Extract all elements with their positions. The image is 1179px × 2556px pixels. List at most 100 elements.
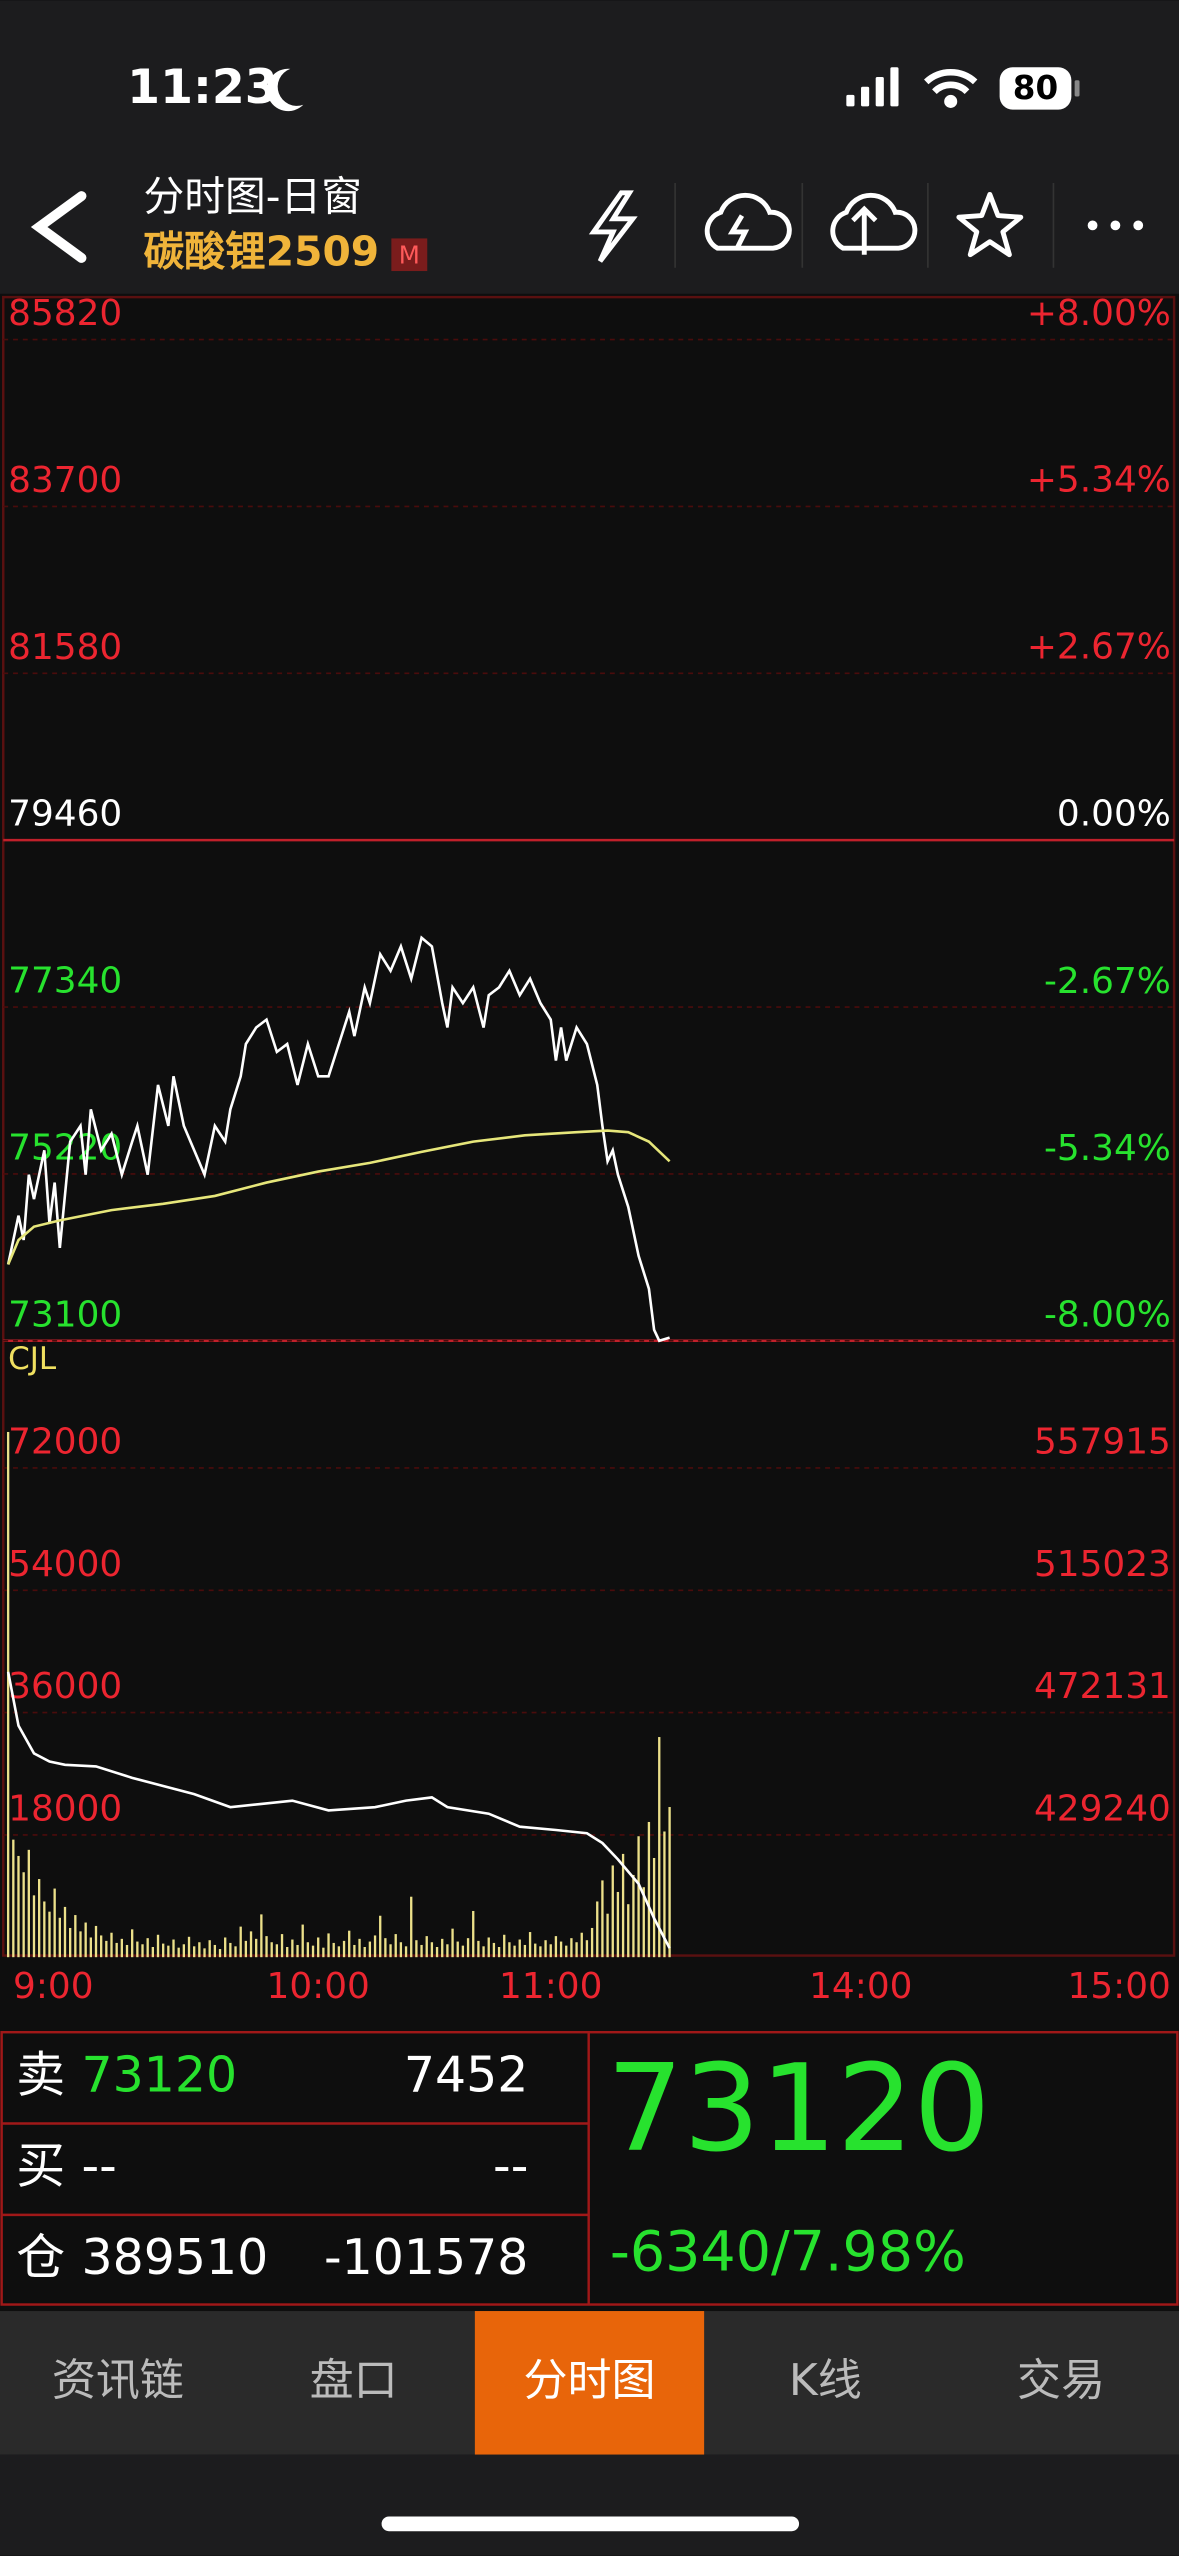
volume-bar [559,1941,563,1958]
volume-bar [647,1821,651,1958]
volume-bar [270,1942,273,1958]
tab[interactable]: 分时图 [523,2355,655,2406]
more-icon[interactable] [1087,220,1144,231]
volume-bar [43,1901,46,1958]
volume-bar [156,1934,160,1958]
wifi-dot [944,94,958,108]
y-tick-label: 54000 [8,1544,122,1585]
volume-bar [53,1888,56,1958]
battery-tip [1074,80,1080,97]
volume-bar [146,1938,149,1958]
tabs: 资讯链 盘口 分时图 K线 交易 [52,2311,1105,2455]
volume-bar [466,1938,470,1958]
series-line [6,1129,671,1265]
back-button[interactable] [30,191,87,263]
volume-bar [84,1922,87,1958]
tab[interactable]: 交易 [1017,2355,1105,2406]
volume-bar [404,1946,408,1958]
wifi-icon [924,69,978,95]
volume-bar [461,1945,465,1958]
volume-bar [79,1931,82,1958]
y2-tick-label: 472131 [1034,1666,1171,1707]
volume-bar [544,1940,547,1958]
volume-bar [239,1926,242,1958]
volume-bar [425,1936,428,1958]
volume-bar [420,1944,423,1958]
y-tick-label: 79460 [8,794,122,835]
volume-bar [27,1849,30,1958]
volume-bar [317,1937,320,1958]
y2-tick-label: 429240 [1034,1788,1171,1829]
badge-bg [391,238,428,272]
y-tick-label: 85820 [8,293,122,334]
volume-bar [337,1946,341,1958]
volume-bar [48,1911,51,1958]
volume-bar [430,1942,434,1958]
volume-bar [534,1943,537,1958]
tab[interactable]: K线 [789,2355,862,2406]
y2-tick-label: 557915 [1034,1422,1171,1463]
volume-bar [301,1924,304,1958]
tab[interactable]: 盘口 [310,2355,398,2406]
x-tick-label: 15:00 [1068,1966,1171,2007]
volume-bar [229,1942,232,1958]
volume-bar [616,1891,620,1958]
buy-volume: -- [493,2138,528,2195]
volume-bar [668,1807,671,1958]
volume-bar [89,1937,92,1958]
volume-bar [141,1944,144,1958]
tab[interactable]: 资讯链 [52,2355,184,2406]
volume-bar [358,1938,361,1958]
volume-bar [399,1942,403,1958]
volume-bar [389,1944,392,1958]
y2-tick-label: -5.34% [1044,1128,1171,1169]
volume-bar [410,1896,413,1958]
chart-bg [0,293,1179,2312]
x-tick-label: 10:00 [267,1966,370,2007]
cloud-sync-icon[interactable] [704,192,792,251]
volume-bar [368,1941,372,1958]
y-tick-label: 83700 [8,460,122,501]
home-indicator [381,2516,800,2532]
y-tick-label: 18000 [8,1788,122,1829]
volume-bar [198,1942,201,1958]
volume-bar [384,1938,387,1958]
oi-change: -101578 [324,2229,528,2286]
volume-bar [632,1874,635,1958]
volume-bar [663,1831,666,1958]
volume-bar [136,1941,139,1958]
volume-bar [492,1942,496,1958]
cloud-upload-icon[interactable] [830,192,918,255]
y-tick-label: 75220 [8,1127,122,1168]
y2-tick-label: -8.00% [1044,1294,1171,1335]
volume-bar [580,1932,583,1958]
y2-tick-label: 0.00% [1057,794,1171,835]
favorite-icon[interactable] [956,191,1024,258]
volume-bar [234,1946,237,1958]
volume-bar [451,1928,454,1958]
x-tick-label: 14:00 [809,1966,912,2007]
volume-bar [131,1929,134,1958]
volume-bar [353,1944,356,1958]
y-tick-label: 36000 [8,1666,122,1707]
volume-bar [523,1944,527,1958]
volume-bar [286,1946,289,1958]
volume-bar [177,1947,180,1958]
volume-bar [477,1940,480,1958]
volume-bar [642,1887,645,1958]
volume-bar [549,1944,552,1958]
volume-bar [482,1946,485,1958]
y2-tick-label: 515023 [1034,1544,1171,1585]
volume-bar [441,1938,444,1958]
chart-frame [2,295,1176,1957]
series-line [6,1671,671,1949]
volume-bar [513,1945,516,1958]
volume-bar [539,1946,542,1958]
battery [999,67,1072,110]
volume-bar [415,1940,418,1958]
signal-icon [846,67,899,107]
y-tick-label: 72000 [8,1422,122,1463]
flash-icon[interactable] [588,190,638,263]
